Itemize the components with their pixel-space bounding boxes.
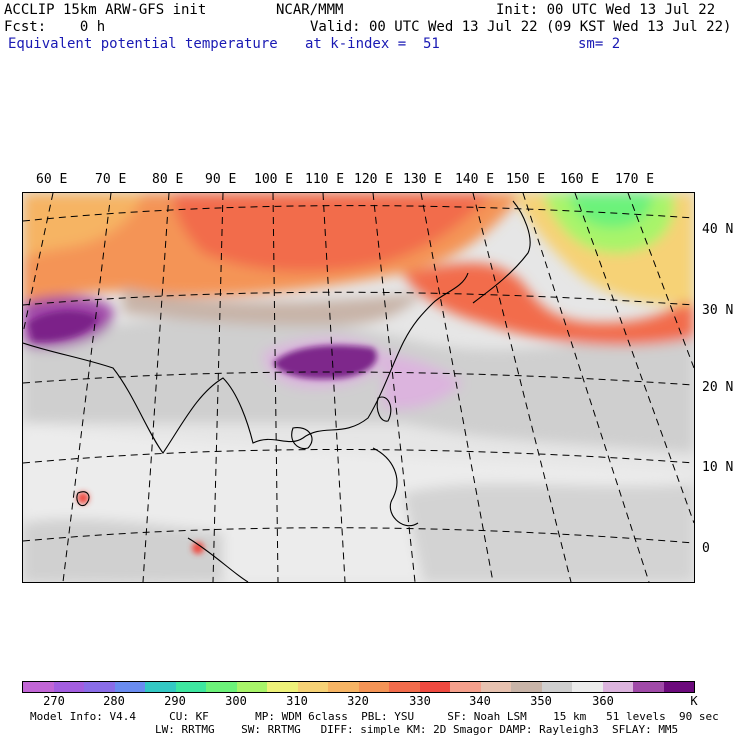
map-panel — [22, 192, 695, 583]
lon-label: 130 E — [403, 172, 443, 187]
lon-label: 160 E — [560, 172, 600, 187]
lon-label: 150 E — [506, 172, 546, 187]
colorbar-swatch — [450, 682, 481, 692]
smoothing-label: sm= 2 — [578, 36, 621, 52]
colorbar-swatch — [145, 682, 176, 692]
init-time: Init: 00 UTC Wed 13 Jul 22 — [496, 2, 716, 18]
colorbar-swatch — [23, 682, 54, 692]
colorbar-swatch — [602, 682, 633, 692]
philippines-coastline — [372, 447, 419, 527]
model-info-line1: Model Info: V4.4 CU: KF MP: WDM 6class P… — [30, 710, 719, 723]
lon-label: 170 E — [615, 172, 655, 187]
valid-time: Valid: 00 UTC Wed 13 Jul 22 (09 KST Wed … — [310, 19, 732, 35]
colorbar-swatch — [114, 682, 145, 692]
colorbar-swatch — [541, 682, 572, 692]
lat-line-30n — [23, 291, 694, 306]
colorbar-swatch — [419, 682, 450, 692]
lon-label: 60 E — [36, 172, 68, 187]
lat-line-10n — [23, 449, 694, 464]
lat-label: 10 N — [702, 460, 734, 475]
theta-e-field — [23, 193, 694, 582]
colorbar-tick: 290 — [164, 694, 186, 708]
producer-label: NCAR/MMM — [276, 2, 344, 18]
lon-label: 100 E — [254, 172, 294, 187]
sri-lanka-coastline — [76, 491, 90, 507]
lon-label: 90 E — [205, 172, 237, 187]
model-title: ACCLIP 15km ARW-GFS init — [4, 2, 207, 18]
level-label: at k-index = 51 — [305, 36, 440, 52]
graticule — [23, 193, 694, 582]
lon-label: 80 E — [152, 172, 184, 187]
model-info-line2: LW: RRTMG SW: RRTMG DIFF: simple KM: 2D … — [155, 723, 679, 736]
asia-coastline — [23, 272, 469, 454]
colorbar-swatch — [236, 682, 267, 692]
colorbar — [22, 681, 695, 693]
colorbar-swatch — [53, 682, 84, 692]
taiwan-coastline — [376, 396, 392, 422]
colorbar-tick: 310 — [286, 694, 308, 708]
colorbar-swatch — [328, 682, 359, 692]
colorbar-tick: 340 — [469, 694, 491, 708]
colorbar-swatch — [663, 682, 694, 692]
japan-coastline — [472, 200, 531, 304]
colorbar-swatch — [297, 682, 328, 692]
colorbar-swatch — [175, 682, 206, 692]
lon-label: 140 E — [455, 172, 495, 187]
colorbar-tick: 360 — [592, 694, 614, 708]
colorbar-swatch — [84, 682, 115, 692]
lat-label: 30 N — [702, 303, 734, 318]
forecast-hour: Fcst: 0 h — [4, 19, 106, 35]
theta-e-maxima — [28, 311, 377, 554]
colorbar-swatch — [480, 682, 511, 692]
colorbar-swatch — [633, 682, 664, 692]
colorbar-swatch — [572, 682, 603, 692]
hainan-coastline — [291, 427, 313, 450]
lat-label: 20 N — [702, 380, 734, 395]
lat-label: 40 N — [702, 222, 734, 237]
colorbar-swatch — [206, 682, 237, 692]
colorbar-swatch — [389, 682, 420, 692]
colorbar-tick: 300 — [225, 694, 247, 708]
lat-line-40n — [23, 205, 694, 222]
colorbar-tick: 330 — [409, 694, 431, 708]
lat-label: 0 — [702, 541, 710, 556]
colorbar-tick: 280 — [103, 694, 125, 708]
colorbar-tick: 320 — [347, 694, 369, 708]
lon-label: 120 E — [354, 172, 394, 187]
lon-label: 70 E — [95, 172, 127, 187]
coastlines — [23, 200, 531, 582]
colorbar-swatch — [511, 682, 542, 692]
field-name: Equivalent potential temperature — [8, 36, 278, 52]
sumatra-coastline — [187, 537, 249, 582]
lat-line-20n — [23, 371, 694, 386]
lon-label: 110 E — [305, 172, 345, 187]
colorbar-swatch — [267, 682, 298, 692]
colorbar-tick: 270 — [43, 694, 65, 708]
colorbar-swatch — [358, 682, 389, 692]
lat-line-eq — [23, 527, 694, 544]
colorbar-unit: K — [690, 694, 698, 708]
colorbar-tick: 350 — [530, 694, 552, 708]
